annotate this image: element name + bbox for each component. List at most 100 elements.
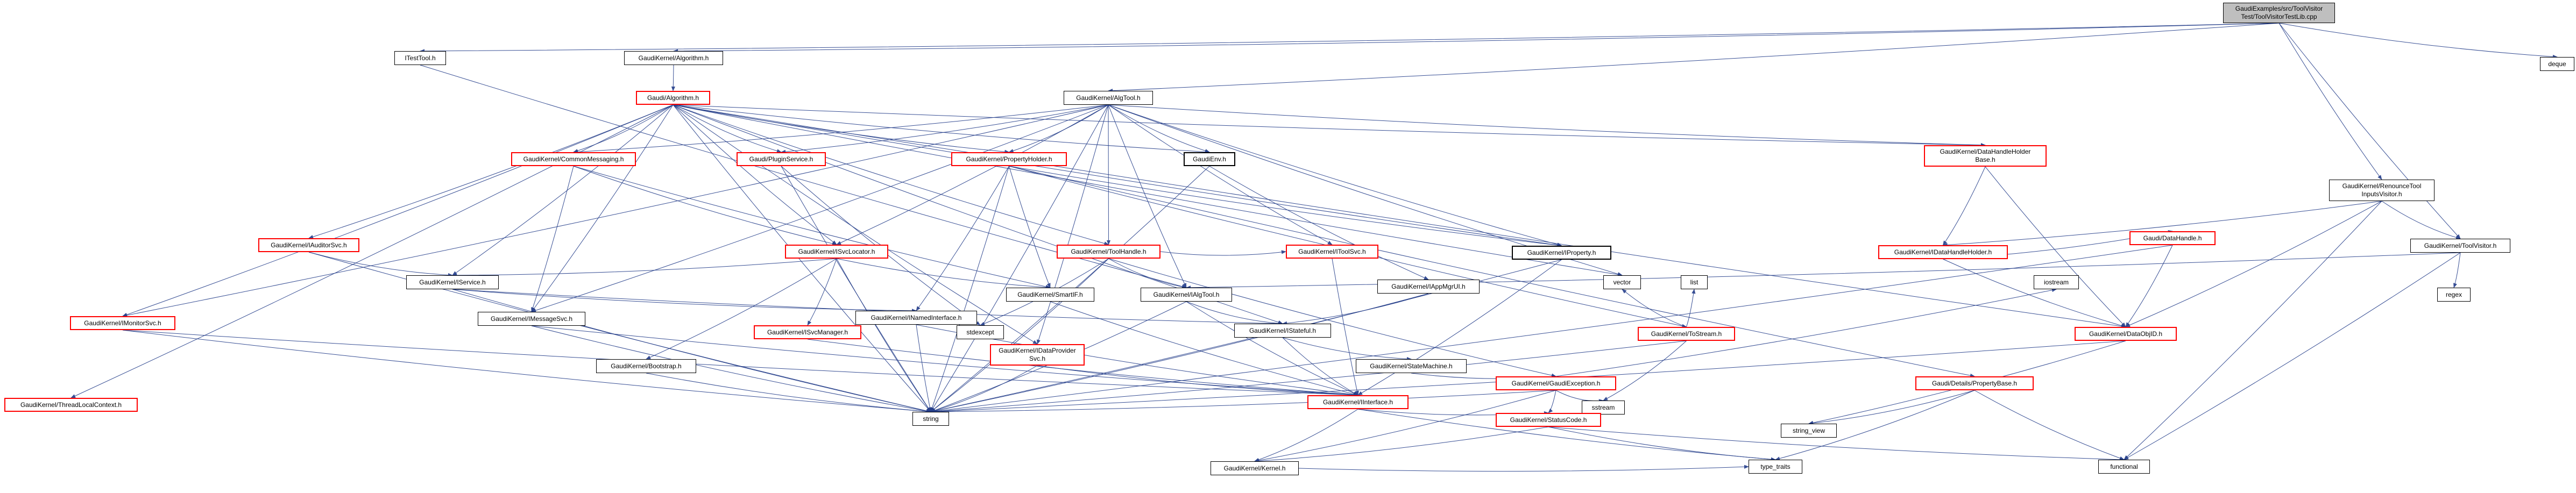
graph-node-label: GaudiKernel/PropertyHolder.h	[966, 155, 1052, 163]
graph-node-string[interactable]: string	[912, 412, 949, 426]
graph-node-label: string_view	[1792, 426, 1825, 434]
graph-node-label: GaudiKernel/DataHandleHolder Base.h	[1940, 148, 2031, 163]
graph-node-ToolHandle[interactable]: GaudiKernel/ToolHandle.h	[1057, 245, 1160, 259]
include-edge-INamedInterface-to-string	[916, 324, 932, 412]
include-edge-IAuditorSvc-to-IService	[308, 252, 453, 277]
include-edge-GaudiException-to-iostream	[1555, 288, 2057, 377]
graph-node-StatusCode[interactable]: GaudiKernel/StatusCode.h	[1496, 413, 1601, 427]
include-edge-ToolHandle-to-IToolSvc	[1160, 250, 1286, 256]
graph-node-label: GaudiExamples/src/ToolVisitor Test/ToolV…	[2235, 5, 2323, 20]
include-edge-ToStream-to-vector	[1622, 289, 1687, 327]
graph-node-IProperty[interactable]: GaudiKernel/IProperty.h	[1512, 246, 1611, 260]
include-edge-IMonitorSvc-to-string	[122, 330, 931, 413]
include-edge-PropertyHolder-to-IProperty	[1009, 166, 1562, 247]
include-edge-root-to-AlgTool	[1108, 23, 2280, 93]
include-edge-AlgTool-to-string	[930, 104, 1109, 412]
graph-node-GAlgorithm[interactable]: Gaudi/Algorithm.h	[636, 91, 710, 105]
graph-node-INamedInterface[interactable]: GaudiKernel/INamedInterface.h	[855, 311, 977, 325]
graph-node-deque[interactable]: deque	[2540, 57, 2574, 71]
include-edge-IService-to-string	[452, 289, 931, 413]
graph-node-IToolSvc[interactable]: GaudiKernel/IToolSvc.h	[1286, 245, 1378, 259]
include-edge-GAlgorithm-to-ThreadLocalContext	[70, 104, 674, 398]
graph-node-iostream[interactable]: iostream	[2034, 275, 2079, 289]
graph-node-IMessageSvc[interactable]: GaudiKernel/IMessageSvc.h	[478, 312, 585, 326]
include-edge-GAlgorithm-to-ISvcLocator	[673, 104, 837, 245]
graph-node-StateMachine[interactable]: GaudiKernel/StateMachine.h	[1356, 359, 1467, 373]
graph-node-IService[interactable]: GaudiKernel/IService.h	[406, 275, 499, 289]
graph-node-IAlgTool[interactable]: GaudiKernel/IAlgTool.h	[1141, 288, 1232, 302]
include-edge-IDataProviderSvc-to-IInterface	[1037, 365, 1358, 397]
graph-node-DataHandleHolderBase[interactable]: GaudiKernel/DataHandleHolder Base.h	[1924, 145, 2047, 167]
graph-node-IDataHandleHolder[interactable]: GaudiKernel/IDataHandleHolder.h	[1878, 245, 2008, 259]
graph-node-IDataProviderSvc[interactable]: GaudiKernel/IDataProvider Svc.h	[990, 344, 1085, 366]
graph-node-PluginService[interactable]: Gaudi/PluginService.h	[737, 152, 826, 166]
graph-node-label: GaudiKernel/IProperty.h	[1527, 248, 1596, 256]
graph-node-Bootstrap[interactable]: GaudiKernel/Bootstrap.h	[596, 359, 696, 373]
graph-node-GaudiException[interactable]: GaudiKernel/GaudiException.h	[1496, 376, 1616, 390]
graph-node-DataObjID[interactable]: GaudiKernel/DataObjID.h	[2075, 327, 2177, 341]
graph-node-Renounce[interactable]: GaudiKernel/RenounceTool InputsVisitor.h	[2329, 180, 2435, 201]
graph-node-label: GaudiKernel/ISvcLocator.h	[798, 247, 875, 255]
include-edge-Renounce-to-DataObjID	[2125, 201, 2382, 327]
include-edge-GAlgorithm-to-IProperty	[673, 104, 1562, 247]
include-edge-Kernel-to-type_traits	[1298, 465, 1749, 472]
include-edge-PropertyHolder-to-string	[930, 166, 1009, 412]
graph-node-functional[interactable]: functional	[2098, 460, 2150, 474]
include-edge-AlgTool-to-DataHandleHolderBase	[1108, 104, 1986, 147]
graph-node-regex[interactable]: regex	[2437, 288, 2471, 302]
include-edge-AlgTool-to-PluginService	[781, 104, 1109, 154]
graph-node-Kernel[interactable]: GaudiKernel/Kernel.h	[1211, 461, 1299, 475]
graph-node-label: GaudiKernel/Algorithm.h	[638, 54, 709, 62]
include-edge-root-to-Algorithm	[673, 23, 2280, 53]
include-edge-GAlgorithm-to-IMessageSvc	[531, 104, 674, 312]
graph-node-Algorithm[interactable]: GaudiKernel/Algorithm.h	[624, 51, 723, 65]
include-edge-GAlgorithm-to-CommonMessaging	[573, 104, 674, 153]
graph-node-CommonMessaging[interactable]: GaudiKernel/CommonMessaging.h	[511, 152, 636, 166]
include-edge-AlgTool-to-IToolSvc	[1108, 104, 1333, 245]
include-edge-IProperty-to-IInterface	[1357, 259, 1562, 396]
graph-node-IMonitorSvc[interactable]: GaudiKernel/IMonitorSvc.h	[70, 316, 175, 330]
include-edge-GAlgorithm-to-ToolHandle	[673, 104, 1109, 246]
graph-node-vector[interactable]: vector	[1603, 275, 1641, 289]
graph-node-ToolVisitor[interactable]: GaudiKernel/ToolVisitor.h	[2410, 239, 2510, 253]
include-edge-AlgTool-to-ToolHandle	[1106, 104, 1111, 245]
include-edge-ISvcManager-to-IInterface	[807, 339, 1358, 397]
include-edge-IAlgTool-to-IStateful	[1186, 301, 1283, 326]
graph-node-label: GaudiKernel/IInterface.h	[1322, 398, 1393, 406]
graph-node-IAuditorSvc[interactable]: GaudiKernel/IAuditorSvc.h	[258, 238, 359, 252]
graph-node-label: GaudiKernel/Kernel.h	[1223, 464, 1286, 472]
include-edge-DataHandleHolderBase-to-IDataHandleHolder	[1943, 166, 1986, 246]
include-edge-GaudiException-to-Kernel	[1254, 390, 1556, 463]
graph-node-type_traits[interactable]: type_traits	[1749, 460, 1802, 474]
graph-node-IStateful[interactable]: GaudiKernel/IStateful.h	[1234, 324, 1331, 338]
graph-node-PropertyBase[interactable]: Gaudi/Details/PropertyBase.h	[1915, 376, 2034, 390]
include-edge-AlgTool-to-IDataProviderSvc	[1037, 104, 1109, 345]
include-edge-IDataProviderSvc-to-string	[930, 365, 1038, 413]
graph-node-label: vector	[1613, 278, 1631, 286]
graph-node-list[interactable]: list	[1681, 275, 1708, 289]
graph-node-ITestTool[interactable]: ITestTool.h	[394, 51, 446, 65]
graph-node-GaudiEnv[interactable]: GaudiEnv.h	[1184, 152, 1235, 166]
graph-node-label: iostream	[2043, 278, 2069, 286]
include-edge-GAlgorithm-to-GaudiEnv	[673, 104, 1210, 154]
include-edge-ToolHandle-to-IAlgTool	[1108, 258, 1187, 289]
include-edge-GAlgorithm-to-string	[673, 104, 931, 412]
include-edge-PropertyHolder-to-INamedInterface	[916, 166, 1009, 311]
include-edge-IStateful-to-IInterface	[1282, 337, 1358, 396]
include-edge-AlgTool-to-IAlgTool	[1108, 104, 1187, 288]
graph-node-label: GaudiKernel/AlgTool.h	[1076, 94, 1141, 102]
graph-node-ISvcManager[interactable]: GaudiKernel/ISvcManager.h	[754, 325, 861, 339]
graph-node-IAppMgrUI[interactable]: GaudiKernel/IAppMgrUI.h	[1377, 280, 1480, 294]
graph-node-AlgTool[interactable]: GaudiKernel/AlgTool.h	[1064, 91, 1153, 105]
graph-node-ISvcLocator[interactable]: GaudiKernel/ISvcLocator.h	[785, 245, 888, 259]
graph-node-PropertyHolder[interactable]: GaudiKernel/PropertyHolder.h	[951, 152, 1067, 166]
include-edge-ISvcLocator-to-ISvcManager	[807, 258, 837, 326]
graph-node-ThreadLocalContext[interactable]: GaudiKernel/ThreadLocalContext.h	[4, 398, 138, 412]
graph-node-IInterface[interactable]: GaudiKernel/IInterface.h	[1307, 395, 1409, 409]
graph-node-ToStream[interactable]: GaudiKernel/ToStream.h	[1638, 327, 1735, 341]
graph-node-stdexcept[interactable]: stdexcept	[957, 325, 1004, 339]
include-edge-IMonitorSvc-to-IInterface	[122, 330, 1358, 397]
graph-node-SmartIF[interactable]: GaudiKernel/SmartIF.h	[1006, 288, 1094, 302]
graph-node-DataHandle[interactable]: Gaudi/DataHandle.h	[2129, 231, 2216, 245]
graph-node-string_view[interactable]: string_view	[1781, 424, 1837, 438]
